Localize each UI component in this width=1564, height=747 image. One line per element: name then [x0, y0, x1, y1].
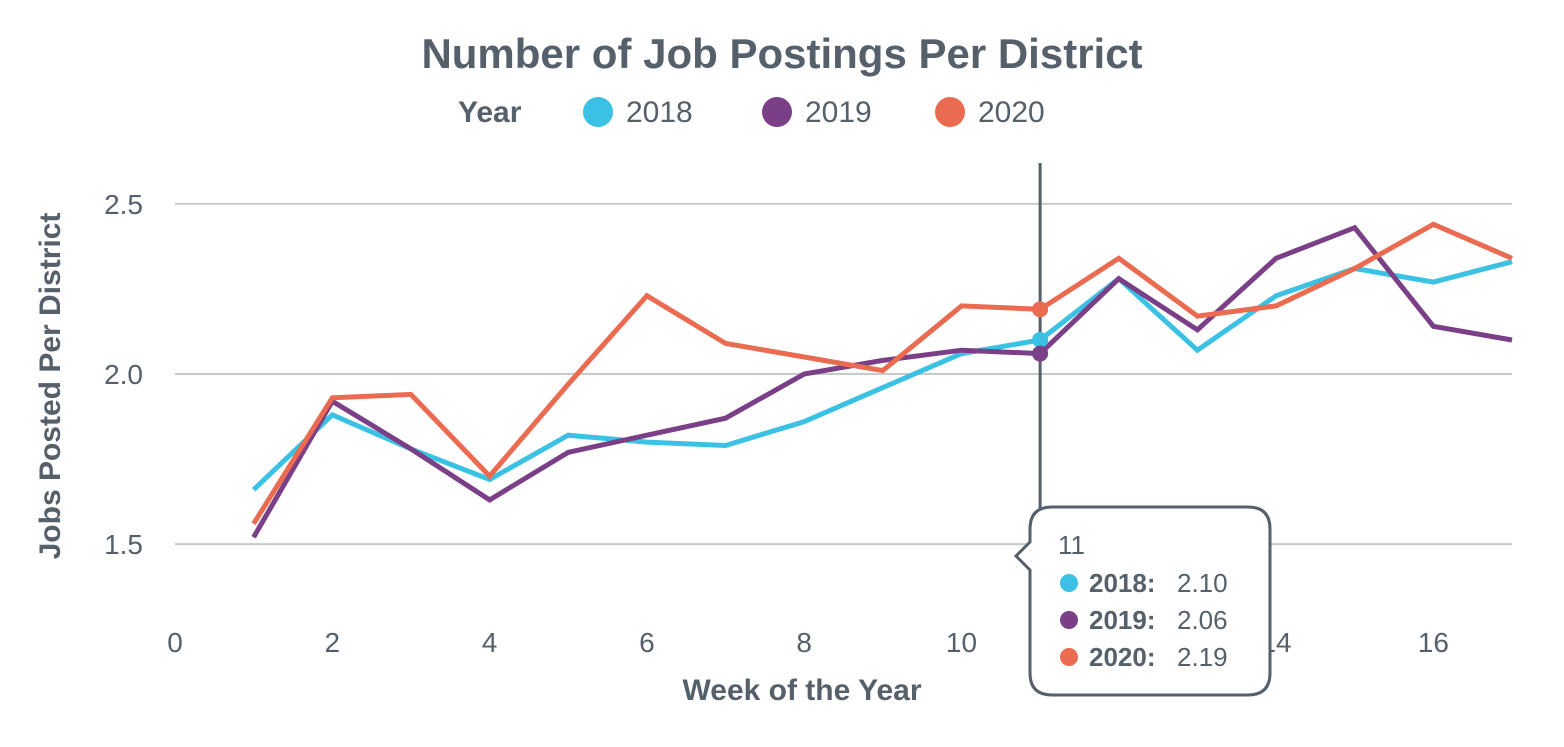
y-tick-label: 2.0 — [104, 359, 143, 390]
tooltip-key: 2019: — [1089, 605, 1156, 635]
tooltip-swatch — [1060, 611, 1078, 629]
hover-marker-2018 — [1032, 331, 1049, 348]
tooltip-swatch — [1060, 648, 1078, 666]
x-tick-label: 6 — [639, 627, 655, 658]
legend: Year 2018 2019 2020 — [458, 96, 1045, 129]
legend-swatch-2019 — [762, 97, 792, 127]
legend-swatch-2020 — [935, 97, 965, 127]
series-group — [251, 221, 1513, 539]
series-line-2018 — [251, 259, 1513, 492]
hover-marker-2020 — [1032, 301, 1049, 318]
series-line-2020 — [251, 221, 1513, 526]
tooltip-swatch — [1060, 574, 1078, 592]
tooltip: 11 2018: 2.10 2019: 2.06 2020: 2.19 — [1013, 505, 1272, 697]
x-tick-label: 0 — [167, 627, 183, 658]
hover-marker-2019 — [1032, 345, 1049, 362]
legend-swatch-2018 — [583, 97, 613, 127]
chart-title: Number of Job Postings Per District — [421, 30, 1142, 77]
tooltip-value: 2.06 — [1177, 605, 1228, 635]
y-tick-label: 2.5 — [104, 189, 143, 220]
x-tick-label: 16 — [1418, 627, 1449, 658]
legend-title: Year — [458, 96, 522, 129]
series-line-2019 — [251, 224, 1513, 539]
y-tick-label: 1.5 — [104, 529, 143, 560]
y-axis-ticks: 1.5 2.0 2.5 — [104, 189, 143, 560]
x-tick-label: 8 — [796, 627, 812, 658]
legend-label-2020: 2020 — [978, 96, 1045, 129]
tooltip-value: 2.10 — [1177, 568, 1228, 598]
tooltip-box — [1013, 505, 1272, 697]
x-tick-label: 4 — [482, 627, 498, 658]
tooltip-title: 11 — [1058, 530, 1085, 560]
grid — [175, 202, 1512, 546]
y-axis-label: Jobs Posted Per District — [34, 213, 67, 560]
x-tick-label: 10 — [946, 627, 977, 658]
hover-markers — [1032, 301, 1049, 362]
legend-label-2018: 2018 — [626, 96, 693, 129]
x-tick-label: 2 — [325, 627, 341, 658]
x-axis-label: Week of the Year — [682, 674, 921, 707]
legend-label-2019: 2019 — [805, 96, 872, 129]
tooltip-key: 2020: — [1089, 642, 1156, 672]
tooltip-key: 2018: — [1089, 568, 1156, 598]
tooltip-value: 2.19 — [1177, 642, 1228, 672]
